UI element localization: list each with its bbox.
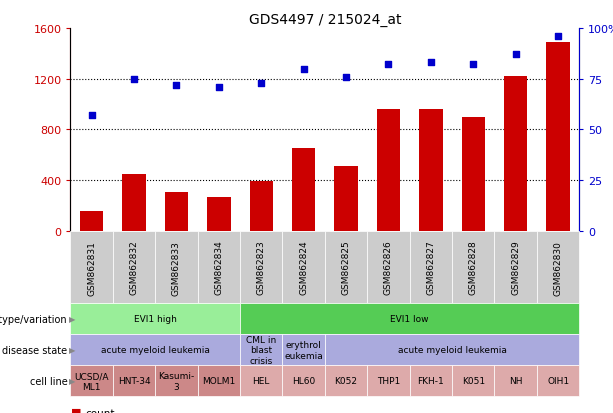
Text: GSM862823: GSM862823 [257, 240, 266, 295]
Text: HNT-34: HNT-34 [118, 377, 150, 385]
Bar [292, 149, 315, 231]
Text: GSM862832: GSM862832 [129, 240, 139, 295]
Point [129, 76, 139, 83]
Point [384, 62, 394, 69]
Text: GSM862824: GSM862824 [299, 240, 308, 294]
Text: HEL: HEL [253, 377, 270, 385]
Text: K052: K052 [335, 377, 357, 385]
Text: Kasumi-
3: Kasumi- 3 [158, 371, 194, 391]
Bar [462, 117, 485, 231]
Bar [546, 43, 569, 231]
Text: EVI1 high: EVI1 high [134, 315, 177, 323]
Text: ▶: ▶ [69, 315, 76, 323]
Bar [123, 174, 146, 231]
Point [172, 82, 181, 89]
Text: acute myeloid leukemia: acute myeloid leukemia [101, 346, 210, 354]
Point [511, 52, 520, 59]
Text: GSM862829: GSM862829 [511, 240, 520, 295]
Bar [249, 182, 273, 231]
Bar [80, 212, 104, 231]
Text: MOLM1: MOLM1 [202, 377, 235, 385]
Text: GSM862833: GSM862833 [172, 240, 181, 295]
Text: GSM862825: GSM862825 [341, 240, 351, 295]
Text: OIH1: OIH1 [547, 377, 569, 385]
Text: HL60: HL60 [292, 377, 315, 385]
Text: GSM862830: GSM862830 [554, 240, 563, 295]
Text: ■: ■ [70, 407, 81, 413]
Text: THP1: THP1 [377, 377, 400, 385]
Point [214, 84, 224, 91]
Bar [419, 110, 443, 231]
Text: EVI1 low: EVI1 low [390, 315, 429, 323]
Text: GSM862826: GSM862826 [384, 240, 393, 295]
Point [87, 113, 97, 119]
Text: ▶: ▶ [69, 346, 76, 354]
Point [256, 80, 266, 87]
Text: GSM862831: GSM862831 [87, 240, 96, 295]
Text: ▶: ▶ [69, 377, 76, 385]
Bar [207, 197, 230, 231]
Bar [504, 77, 527, 231]
Point [341, 74, 351, 81]
Text: GSM862834: GSM862834 [215, 240, 223, 295]
Text: genotype/variation: genotype/variation [0, 314, 67, 324]
Point [553, 34, 563, 40]
Text: NH: NH [509, 377, 522, 385]
Text: GSM862827: GSM862827 [427, 240, 435, 295]
Text: UCSD/A
ML1: UCSD/A ML1 [74, 371, 109, 391]
Text: K051: K051 [462, 377, 485, 385]
Text: acute myeloid leukemia: acute myeloid leukemia [398, 346, 506, 354]
Text: cell line: cell line [29, 376, 67, 386]
Point [299, 66, 308, 73]
Title: GDS4497 / 215024_at: GDS4497 / 215024_at [249, 12, 401, 26]
Point [468, 62, 478, 69]
Text: CML in
blast
crisis: CML in blast crisis [246, 335, 276, 365]
Text: count: count [86, 408, 115, 413]
Text: disease state: disease state [2, 345, 67, 355]
Point [426, 60, 436, 66]
Text: FKH-1: FKH-1 [417, 377, 444, 385]
Text: erythrol
eukemia: erythrol eukemia [284, 340, 323, 360]
Bar [165, 192, 188, 231]
Bar [377, 110, 400, 231]
Text: GSM862828: GSM862828 [469, 240, 478, 295]
Bar [335, 167, 358, 231]
